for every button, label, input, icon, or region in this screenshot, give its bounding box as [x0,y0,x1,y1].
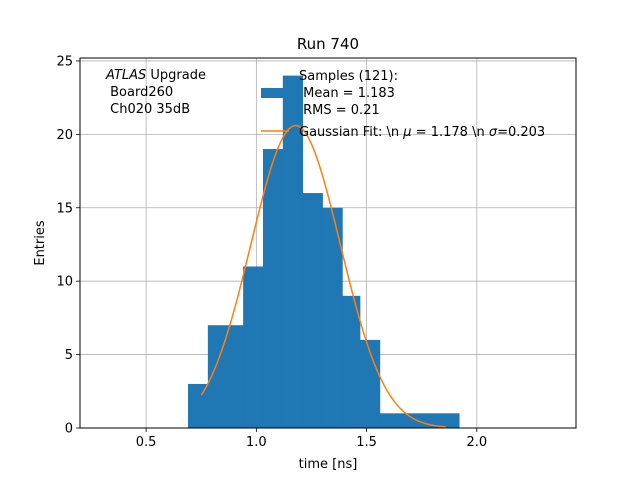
legend-samples-line2: Mean = 1.183 [299,86,395,101]
legend-histogram-patch [261,88,289,98]
histogram-bar [342,295,361,428]
x-tick-label: 1.5 [356,435,377,450]
x-tick-label: 2.0 [466,435,487,450]
legend-samples-line1: Samples (121): [299,69,398,84]
y-axis-label: Entries [33,220,48,266]
legend-fit-label: Gaussian Fit: \n μ = 1.178 \n σ=0.203 [299,125,545,140]
legend: Samples (121): Mean = 1.183 RMS = 0.21 G… [261,69,545,140]
channel-label: Ch020 35dB [106,102,190,117]
histogram-bar [302,193,323,428]
legend-fit-sigma: σ [489,125,498,140]
y-tick-label: 0 [65,422,73,437]
chart-title: Run 740 [297,35,359,53]
plot-frame [79,57,577,429]
x-tick-label: 0.5 [136,435,157,450]
histogram-bar [243,266,264,428]
legend-samples-line3: RMS = 0.21 [299,103,380,118]
y-tick-label: 25 [56,54,73,69]
histogram-bar [322,207,343,428]
legend-fit-suffix: =0.203 [497,125,545,140]
upgrade-label: Upgrade [146,68,206,83]
fit-curve-line [200,124,447,428]
histogram-bar [207,325,244,428]
histogram-bar [359,339,381,428]
atlas-annotation: ATLAS Upgrade Board260 Ch020 35dB [105,68,206,117]
histogram-bar [379,413,420,428]
y-tick-label: 20 [56,128,73,143]
histogram-bars [188,75,460,429]
histogram-bar [282,75,304,428]
atlas-annotation-line1: ATLAS Upgrade [105,68,206,83]
y-tick-label: 10 [56,275,73,290]
gaussian-fit-curve [200,124,447,428]
histogram-bar [188,383,209,428]
legend-fit-mu: μ [402,125,411,140]
board-label: Board260 [106,85,173,100]
y-axis-ticks: 0 5 10 15 20 25 [56,54,80,437]
y-tick-label: 15 [56,201,73,216]
x-tick-label: 1.0 [246,435,267,450]
atlas-label: ATLAS [105,68,146,83]
x-axis-ticks: 0.5 1.0 1.5 2.0 [136,428,487,450]
y-tick-label: 5 [65,348,73,363]
histogram-bar [262,149,284,429]
x-axis-label: time [ns] [299,457,358,472]
legend-fit-mid: = 1.178 \n [412,125,489,140]
legend-fit-prefix: Gaussian Fit: \n [299,125,403,140]
